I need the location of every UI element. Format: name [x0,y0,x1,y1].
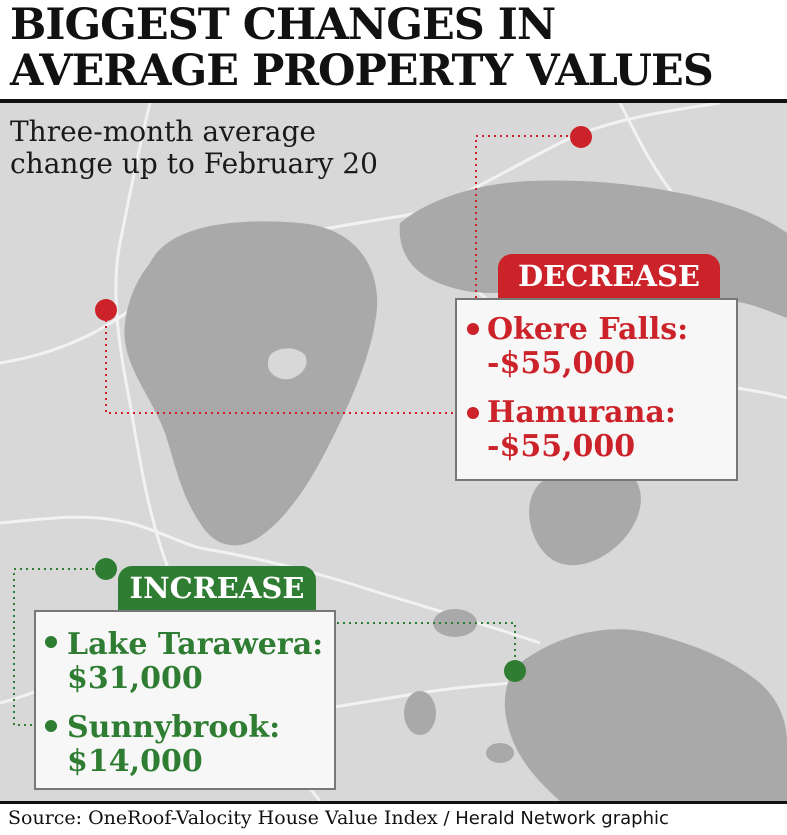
okere-falls-marker [570,126,592,148]
lake-tarawera-place: Lake Tarawera: [67,627,324,662]
decrease-entry-okere-falls: Okere Falls: -$55,000 [487,313,688,381]
sunnybrook-marker [95,558,117,580]
hamurana-value: -$55,000 [487,429,636,464]
increase-tag: INCREASE [118,566,316,610]
title-divider [0,99,787,103]
hamurana-bullet [467,407,479,419]
lake-tarawera [504,629,787,801]
okere-falls-place: Okere Falls: [487,312,689,347]
lake-tarawera-marker [504,660,526,682]
increase-entry-sunnybrook: Sunnybrook: $14,000 [67,711,280,779]
source-credit: Source: OneRoof-Valocity House Value Ind… [8,806,669,831]
increase-entry-lake-tarawera: Lake Tarawera: $31,000 [67,628,323,696]
lake-tarawera-bullet [45,636,57,648]
decrease-connectors [105,135,580,414]
small-lake [486,743,514,763]
lake-tarawera-value: $31,000 [67,661,203,696]
hamurana-place: Hamurana: [487,395,676,430]
headline-line-2: AVERAGE PROPERTY VALUES [10,46,714,96]
small-lake [404,691,436,735]
island [268,348,307,380]
decrease-tag: DECREASE [498,254,720,298]
footer-divider [0,801,787,804]
sunnybrook-bullet [45,720,57,732]
hamurana-marker [95,299,117,321]
decrease-entry-hamurana: Hamurana: -$55,000 [487,396,676,464]
source-name: Source: OneRoof-Valocity House Value Ind… [8,807,438,829]
subtitle-line-2: change up to February 20 [10,147,378,180]
map-graphic [0,103,787,801]
headline-line-1: BIGGEST CHANGES IN [10,0,556,50]
decrease-box [455,298,738,481]
lake-okataina [529,462,641,566]
source-graphic-credit: / Herald Network graphic [437,808,669,829]
lake-rotorua [124,221,378,546]
okere-falls-value: -$55,000 [487,346,636,381]
sunnybrook-value: $14,000 [67,744,203,779]
okere-falls-bullet [467,323,479,335]
sunnybrook-place: Sunnybrook: [67,710,281,745]
subtitle: Three-month average change up to Februar… [10,116,430,180]
subtitle-line-1: Three-month average [10,115,316,148]
small-lake [433,609,477,637]
headline: BIGGEST CHANGES IN AVERAGE PROPERTY VALU… [10,2,780,94]
increase-box [34,610,336,790]
